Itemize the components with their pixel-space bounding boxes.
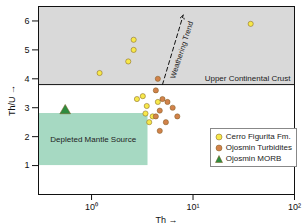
html-text:Ojosmin MORB: Ojosmin MORB — [225, 154, 282, 163]
svg-text:Th/U →: Th/U → — [7, 85, 17, 116]
svg-text:6: 6 — [24, 16, 29, 26]
svg-text:3: 3 — [24, 103, 29, 113]
svg-text:Th →: Th → — [155, 215, 177, 224]
svg-text:4: 4 — [24, 74, 29, 84]
svg-text:5: 5 — [24, 45, 29, 55]
svg-text:10¹: 10¹ — [187, 202, 200, 212]
html-text:Ojosmin Turbidites: Ojosmin Turbidites — [225, 143, 292, 152]
svg-text:Depleted Mantle Source: Depleted Mantle Source — [50, 135, 136, 144]
svg-text:Upper Continental Crust: Upper Continental Crust — [205, 74, 292, 83]
svg-text:10⁰: 10⁰ — [85, 202, 98, 212]
svg-text:Weathering Trend: Weathering Trend — [168, 20, 195, 79]
svg-text:2: 2 — [24, 132, 29, 142]
html-text:Cerro Figurita Fm.: Cerro Figurita Fm. — [225, 132, 291, 141]
svg-text:10²: 10² — [288, 202, 301, 212]
svg-text:1: 1 — [24, 160, 29, 170]
